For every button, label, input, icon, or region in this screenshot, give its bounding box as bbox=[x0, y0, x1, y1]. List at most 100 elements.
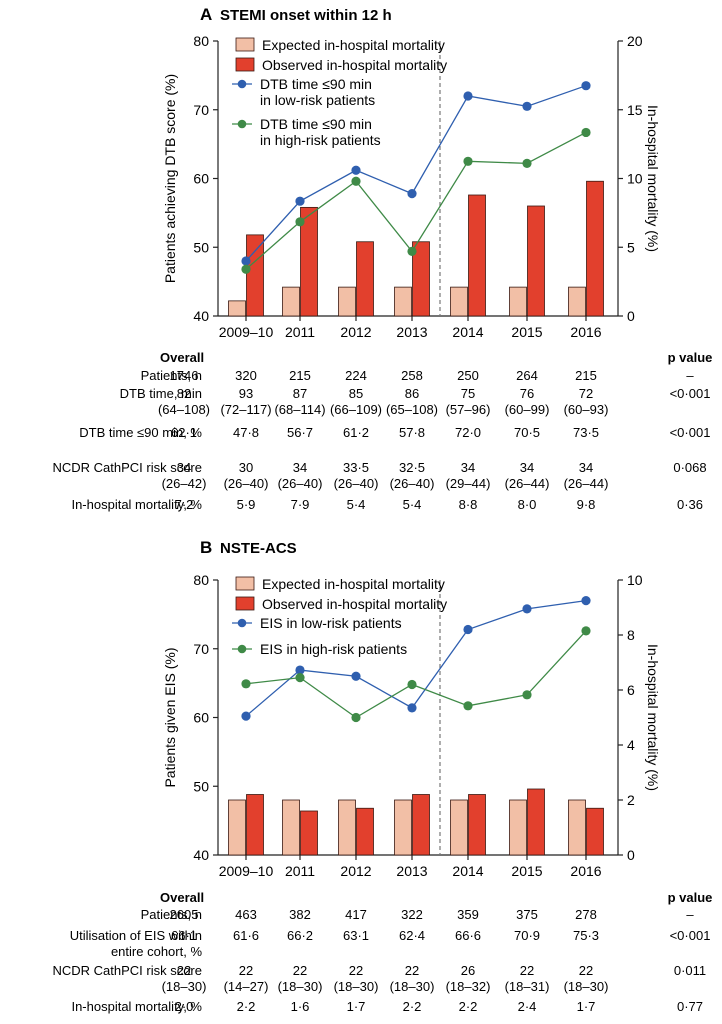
y-tick-label-right: 0 bbox=[627, 308, 635, 324]
table-cell-value: 72 bbox=[579, 386, 593, 401]
low-risk-point bbox=[351, 165, 361, 175]
high-risk-point bbox=[241, 264, 251, 274]
y-tick-label-right: 5 bbox=[627, 239, 635, 255]
table-cell-value: 75 bbox=[461, 386, 475, 401]
table-cell-value: 224 bbox=[345, 368, 367, 383]
table-cell-value: 264 bbox=[516, 368, 538, 383]
legend-label: DTB time ≤90 min bbox=[260, 76, 372, 92]
expected-mortality-bar bbox=[338, 799, 356, 856]
x-tick-label: 2015 bbox=[511, 324, 542, 340]
low-risk-point bbox=[295, 665, 305, 675]
legend-label: EIS in high-risk patients bbox=[260, 641, 407, 657]
table-row-label: NCDR CathPCI risk score bbox=[52, 963, 202, 978]
legend-label: in high-risk patients bbox=[260, 132, 381, 148]
table-header-pvalue: p value bbox=[668, 350, 713, 365]
table-row-label: DTB time ≤90 min, % bbox=[79, 425, 202, 440]
table-cell-value: 87 bbox=[293, 386, 307, 401]
chart-title: STEMI onset within 12 h bbox=[220, 7, 392, 24]
table-cell-value: 463 bbox=[235, 907, 257, 922]
table-cell-value: 30 bbox=[239, 460, 253, 475]
table-cell-value: 1·6 bbox=[291, 999, 310, 1014]
x-tick-label: 2012 bbox=[340, 324, 371, 340]
table-cell-value: 2·2 bbox=[237, 999, 256, 1014]
legend-label: Observed in-hospital mortality bbox=[262, 596, 447, 612]
table-row-label: NCDR CathPCI risk score bbox=[52, 460, 202, 475]
table-row-label: DTB time, min bbox=[120, 386, 202, 401]
table-cell-value: 73·5 bbox=[573, 425, 599, 440]
table-cell-value: 258 bbox=[401, 368, 423, 383]
y-tick-label-left: 40 bbox=[193, 847, 209, 863]
low-risk-point bbox=[241, 711, 251, 721]
legend-marker bbox=[237, 644, 247, 654]
table-cell-value: 322 bbox=[401, 907, 423, 922]
y-tick-label-right: 0 bbox=[627, 847, 635, 863]
expected-mortality-bar bbox=[394, 799, 412, 856]
expected-mortality-bar bbox=[568, 286, 586, 317]
table-cell-value: 417 bbox=[345, 907, 367, 922]
table-row-label: In-hospital mortality, % bbox=[71, 497, 202, 512]
high-risk-point bbox=[522, 158, 532, 168]
table-cell-value: 75·3 bbox=[573, 928, 599, 943]
table-cell-value: 2·2 bbox=[403, 999, 422, 1014]
table-cell-value: 278 bbox=[575, 907, 597, 922]
x-tick-label: 2016 bbox=[570, 324, 601, 340]
table-cell-value: (68–114) bbox=[274, 402, 325, 417]
y-tick-label-right: 2 bbox=[627, 792, 635, 808]
table-row-label: entire cohort, % bbox=[111, 944, 202, 959]
table-cell-value: 34 bbox=[461, 460, 475, 475]
legend-label: in low-risk patients bbox=[260, 92, 375, 108]
expected-mortality-bar bbox=[282, 286, 300, 317]
legend-label: DTB time ≤90 min bbox=[260, 116, 372, 132]
table-header-overall: Overall bbox=[160, 350, 204, 365]
table-cell-value: 22 bbox=[349, 963, 363, 978]
table-cell-value: 70·5 bbox=[514, 425, 540, 440]
table-cell-value: 9·8 bbox=[577, 497, 596, 512]
high-risk-point bbox=[407, 246, 417, 256]
low-risk-point bbox=[407, 189, 417, 199]
table-cell-value: 34 bbox=[293, 460, 307, 475]
table-row-label: In-hospital mortality, % bbox=[71, 999, 202, 1014]
table-cell-value: 215 bbox=[289, 368, 311, 383]
table-cell-value: 8·8 bbox=[459, 497, 478, 512]
table-pvalue: 0·011 bbox=[674, 963, 706, 978]
table-cell-value: (65–108) bbox=[386, 402, 438, 417]
observed-mortality-bar bbox=[527, 788, 545, 856]
table-cell-value: 70·9 bbox=[514, 928, 540, 943]
table-pvalue: 0·36 bbox=[677, 497, 703, 512]
table-cell-value: 320 bbox=[235, 368, 257, 383]
table-cell-value: 62·4 bbox=[399, 928, 425, 943]
table-cell-value: 2·4 bbox=[518, 999, 537, 1014]
table-pvalue: <0·001 bbox=[670, 928, 711, 943]
low-risk-point bbox=[463, 624, 473, 635]
table-cell-value: 5·4 bbox=[403, 497, 422, 512]
y-tick-label-left: 70 bbox=[193, 641, 209, 657]
table-cell-value: 66·6 bbox=[455, 928, 481, 943]
observed-mortality-bar bbox=[527, 205, 545, 317]
observed-mortality-bar bbox=[412, 794, 430, 856]
y-tick-label-left: 70 bbox=[193, 102, 209, 118]
expected-mortality-bar bbox=[228, 300, 246, 317]
table-cell-value: (60–93) bbox=[564, 402, 609, 417]
expected-mortality-bar bbox=[568, 799, 586, 856]
x-tick-label: 2016 bbox=[570, 863, 601, 879]
table-cell-value: 5·9 bbox=[237, 497, 256, 512]
expected-mortality-bar bbox=[450, 799, 468, 856]
table-cell-value: 2·2 bbox=[459, 999, 478, 1014]
x-tick-label: 2009–10 bbox=[219, 324, 274, 340]
legend-label: Expected in-hospital mortality bbox=[262, 576, 445, 592]
table-cell-value: (66–109) bbox=[330, 402, 382, 417]
observed-mortality-bar bbox=[586, 180, 604, 317]
y-tick-label-left: 80 bbox=[193, 33, 209, 49]
table-cell-value: (18–30) bbox=[564, 979, 609, 994]
high-risk-point bbox=[463, 701, 473, 711]
legend-swatch bbox=[235, 576, 255, 591]
chart-panel-b: B NSTE-ACS 40 50 60 70 80 0 2 4 6 8 10 Patients given… bbox=[52, 538, 712, 1014]
y-tick-label-left: 80 bbox=[193, 572, 209, 588]
legend: Expected in-hospital mortality Observed i… bbox=[232, 37, 447, 148]
low-risk-point bbox=[581, 596, 591, 606]
table-cell-value: 32·5 bbox=[399, 460, 425, 475]
expected-mortality-bar bbox=[450, 286, 468, 317]
low-risk-point bbox=[407, 703, 417, 713]
table-cell-value: 47·8 bbox=[233, 425, 259, 440]
